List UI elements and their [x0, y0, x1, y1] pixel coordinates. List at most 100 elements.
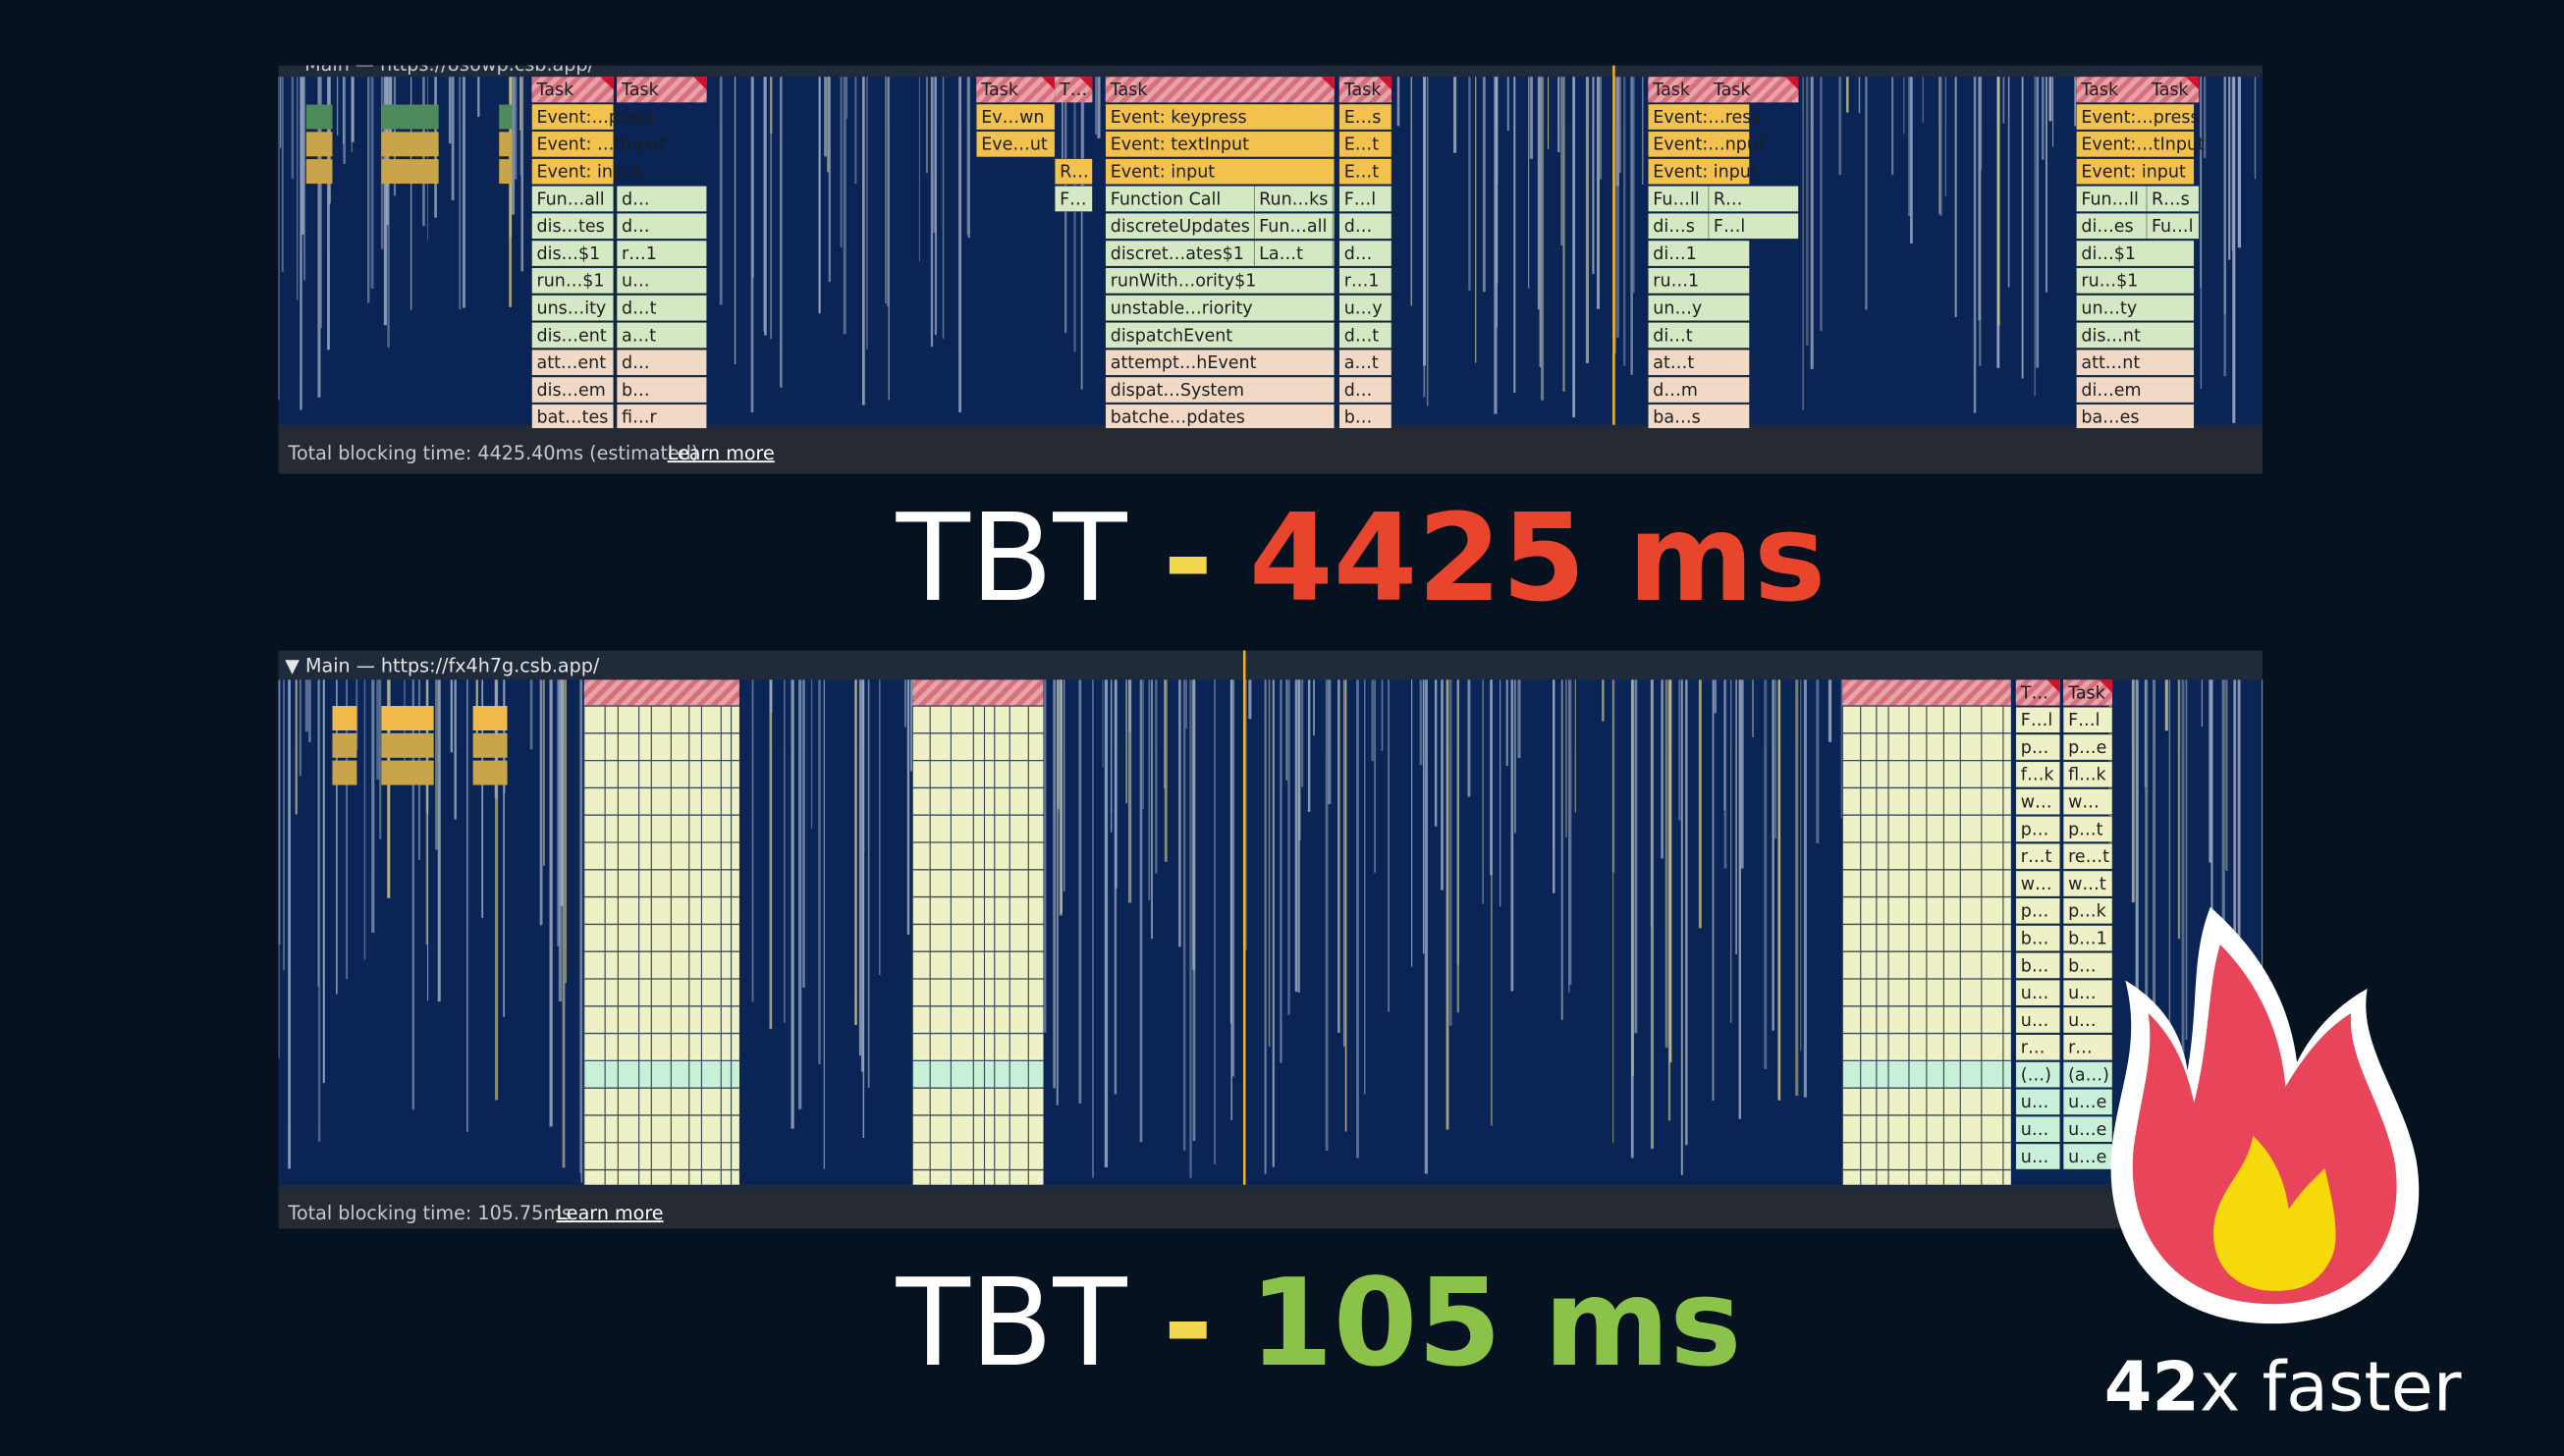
call-block	[531, 295, 615, 321]
call-block	[2015, 1006, 2061, 1034]
call-label: Event:…nput	[1653, 135, 1765, 155]
call-label: Event:…press	[537, 108, 655, 128]
call-label: w…	[2021, 875, 2052, 894]
call-block	[1105, 349, 1336, 376]
mini-block	[472, 706, 508, 730]
call-block	[2015, 925, 2061, 951]
call-label: u…	[2068, 1011, 2097, 1031]
call-block	[531, 322, 615, 349]
call-block	[2015, 842, 2061, 870]
call-block	[2076, 103, 2195, 131]
mini-block	[381, 159, 439, 185]
call-label: Event:…ress	[1653, 108, 1760, 128]
call-label: d…	[622, 189, 650, 209]
mini-block	[332, 760, 357, 785]
call-block	[2062, 870, 2113, 897]
call-label: dis…$1	[537, 244, 601, 264]
call-label: unstable…riority	[1111, 298, 1253, 318]
metric-value: 105 ms	[1249, 1254, 1742, 1394]
track-header: ▼ Main — https://fx4h7g.csb.app/	[285, 655, 600, 677]
call-block	[531, 158, 615, 185]
call-label: Event: input	[537, 163, 642, 183]
mini-block	[472, 760, 508, 785]
call-block	[531, 212, 615, 240]
speedup-text: x faster	[2200, 1347, 2462, 1427]
call-block	[1105, 158, 1336, 185]
call-label: di…t	[1653, 326, 1692, 346]
call-label: w…	[2021, 792, 2052, 812]
call-label: un…y	[1653, 298, 1702, 318]
call-label: Fu…ll	[1653, 189, 1699, 209]
call-label: Event: input	[1111, 163, 1216, 183]
call-label: discret…ates$1	[1111, 244, 1244, 264]
fire-icon	[2110, 906, 2420, 1324]
task-label: Task	[1343, 81, 1383, 100]
call-block	[2062, 952, 2113, 979]
call-label: Run…ks	[1259, 189, 1328, 209]
metric-label: TBT	[896, 1254, 1128, 1394]
call-label: w…	[2068, 792, 2100, 812]
task-block	[531, 77, 614, 103]
call-block	[2076, 322, 2195, 349]
call-label: u…	[622, 272, 650, 292]
call-block	[2062, 897, 2113, 925]
call-block	[1648, 376, 1750, 404]
call-label: ba…s	[1653, 408, 1700, 428]
call-label: run…$1	[537, 272, 605, 292]
task-block	[617, 77, 707, 103]
call-block	[531, 349, 615, 376]
call-label: att…nt	[2081, 353, 2140, 373]
learn-more-link[interactable]: Learn more	[668, 442, 775, 464]
call-label: p…e	[2068, 738, 2106, 758]
call-block	[616, 295, 707, 321]
speedup-label: 42x faster	[2104, 1347, 2462, 1427]
call-block	[2015, 979, 2061, 1006]
call-block	[531, 131, 615, 158]
call-block	[2062, 1143, 2113, 1170]
call-label: ba…es	[2081, 408, 2139, 428]
learn-more-link[interactable]: Learn more	[556, 1202, 663, 1224]
call-label: di…$1	[2081, 244, 2136, 264]
metric-label: TBT	[896, 489, 1128, 629]
call-label: Event: …tInput	[537, 135, 666, 155]
call-block	[2076, 376, 2195, 404]
call-block	[1648, 322, 1750, 349]
call-label: dis…tes	[537, 217, 605, 237]
call-block	[2015, 1143, 2061, 1170]
call-block	[2146, 186, 2200, 212]
task-block	[583, 679, 739, 707]
call-block	[2015, 952, 2061, 979]
call-label: Fun…all	[1259, 217, 1327, 237]
task-label: Task	[2151, 81, 2190, 100]
call-label: Event: input	[1653, 163, 1758, 183]
call-block	[1253, 212, 1334, 240]
call-block	[976, 131, 1056, 158]
call-block	[2015, 733, 2061, 761]
call-block	[2076, 158, 2195, 185]
task-label: Task	[980, 81, 1019, 100]
call-label: bat…tes	[537, 408, 609, 428]
call-block	[1708, 186, 1799, 212]
call-block	[1708, 212, 1799, 240]
call-block	[2015, 1034, 2061, 1061]
call-block	[976, 103, 1056, 131]
call-block	[2062, 842, 2113, 870]
dash: -	[1163, 1254, 1213, 1394]
call-stack	[583, 1061, 739, 1089]
call-block	[531, 186, 615, 212]
call-label: F…l	[2068, 711, 2100, 730]
mini-block	[381, 760, 434, 785]
call-label: batche…pdates	[1111, 408, 1245, 428]
footer-bar	[278, 428, 2264, 474]
mini-block	[305, 132, 333, 157]
call-label: d…t	[622, 298, 657, 318]
call-block	[2062, 1089, 2113, 1115]
call-label: d…	[622, 217, 650, 237]
call-label: di…es	[2081, 217, 2133, 237]
call-block	[616, 212, 707, 240]
call-block	[2146, 212, 2200, 240]
call-label: b…	[2021, 956, 2049, 976]
long-task-flag	[2046, 679, 2060, 693]
call-label: p…t	[2068, 820, 2103, 839]
